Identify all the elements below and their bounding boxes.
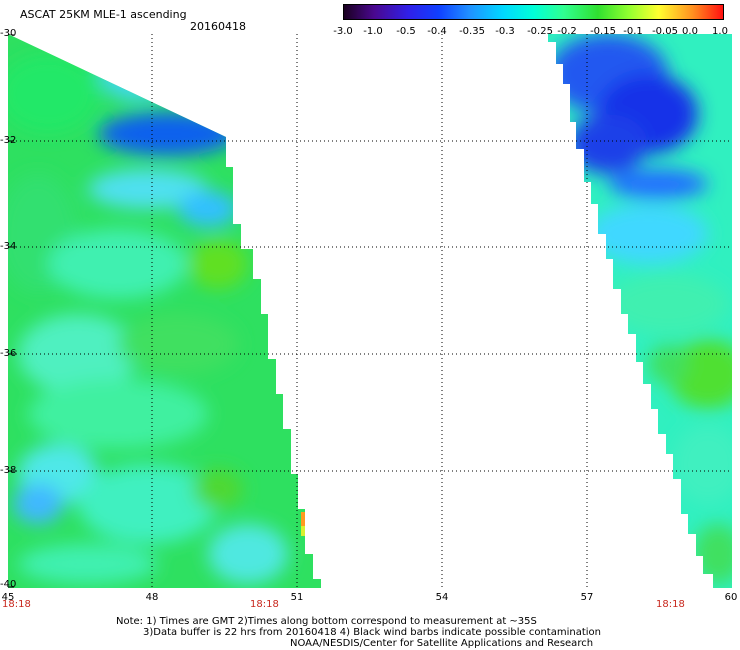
note-line-3: NOAA/NESDIS/Center for Satellite Applica… [290, 638, 594, 649]
cb-label: 0.0 [682, 26, 698, 37]
cb-label: -1.0 [363, 26, 383, 37]
colorbar-labels: -3.0 -1.0 -0.5 -0.4 -0.35 -0.3 -0.25 -0.… [330, 26, 740, 38]
y-label: -40 [0, 579, 17, 590]
time-right: 18:18 [656, 599, 685, 610]
x-label: 45 [1, 592, 15, 603]
cb-label: -0.1 [623, 26, 643, 37]
swath-map [8, 34, 732, 588]
cb-label: -0.3 [495, 26, 515, 37]
colorbar [343, 4, 724, 20]
map-title: ASCAT 25KM MLE-1 ascending [20, 8, 187, 21]
cb-label: -0.2 [557, 26, 577, 37]
cb-label: -0.4 [427, 26, 447, 37]
y-label: -36 [0, 348, 17, 359]
cb-label: 1.0 [712, 26, 728, 37]
x-label: 60 [724, 592, 738, 603]
cb-label: -0.15 [590, 26, 616, 37]
right-swath [548, 34, 732, 588]
left-swath [8, 34, 321, 588]
note-line-1: Note: 1) Times are GMT 2)Times along bot… [116, 616, 537, 627]
note-line-2: 3)Data buffer is 22 hrs from 20160418 4)… [143, 627, 601, 638]
x-label: 51 [290, 592, 304, 603]
y-label: -38 [0, 465, 17, 476]
x-label: 48 [145, 592, 159, 603]
cb-label: -3.0 [333, 26, 353, 37]
time-left: 18:18 [2, 599, 31, 610]
y-label: -34 [0, 241, 17, 252]
y-axis-ticks [8, 34, 14, 588]
cb-label: -0.5 [396, 26, 416, 37]
y-label: -32 [0, 135, 17, 146]
cb-label: -0.35 [459, 26, 485, 37]
cb-label: -0.05 [652, 26, 678, 37]
x-label: 54 [435, 592, 449, 603]
cb-label: -0.25 [527, 26, 553, 37]
y-label: -30 [0, 28, 17, 39]
map-date: 20160418 [190, 20, 246, 33]
time-middle: 18:18 [250, 599, 279, 610]
x-label: 57 [580, 592, 594, 603]
map-gridlines [8, 34, 732, 588]
